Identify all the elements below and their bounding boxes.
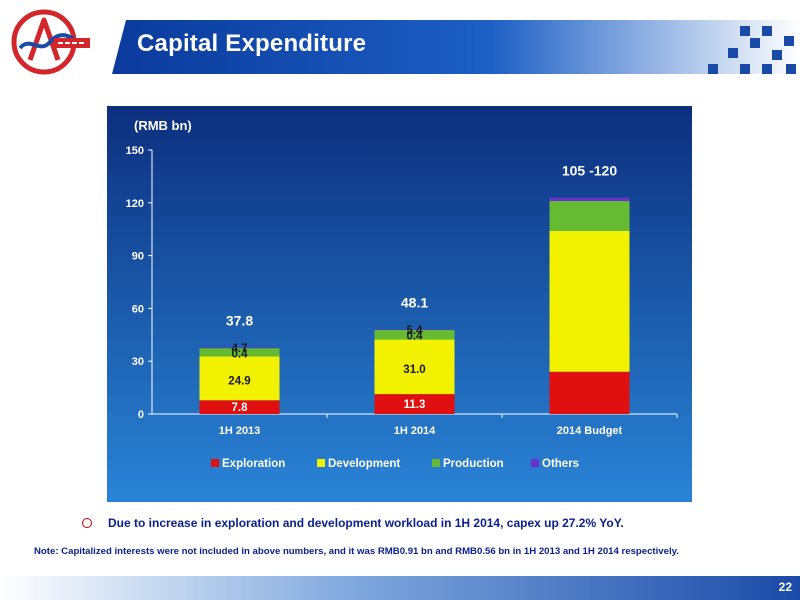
title-banner — [112, 20, 800, 74]
bar-segment-exploration — [549, 371, 630, 414]
legend-swatch-production — [432, 459, 440, 467]
legend-label-production: Production — [443, 458, 504, 470]
data-label-exploration: 7.8 — [232, 402, 249, 414]
bar-segment-production — [549, 201, 630, 231]
cnooc-logo-icon — [11, 9, 90, 75]
legend-label-exploration: Exploration — [222, 458, 285, 470]
footnote: Note: Capitalized interests were not inc… — [34, 546, 679, 557]
bar-segment-production — [199, 348, 280, 357]
x-tick-label: 1H 2013 — [219, 425, 261, 437]
y-tick-label: 30 — [132, 356, 144, 368]
y-tick-label: 90 — [132, 251, 144, 263]
key-point-text: Due to increase in exploration and devel… — [108, 516, 624, 530]
data-label-development: 24.9 — [228, 375, 250, 387]
chart-panel: (RMB bn) 0 30 60 90 120 150 1H 2013 1H 2014 2014… — [107, 106, 692, 502]
decorative-squares — [708, 26, 796, 74]
bar-segment-production — [374, 330, 455, 340]
legend-label-development: Development — [328, 458, 400, 470]
x-tick-label: 1H 2014 — [394, 425, 436, 437]
data-label-others: 0.4 — [232, 348, 249, 360]
total-label: 48.1 — [401, 294, 428, 310]
bar-segment-development — [374, 339, 455, 395]
circle-bullet-icon — [82, 518, 92, 528]
legend-swatch-development — [317, 459, 325, 467]
bar-segment-exploration — [199, 400, 280, 414]
bar-segment-development — [199, 356, 280, 401]
data-label-others: 0.4 — [407, 330, 424, 342]
data-label-exploration: 11.3 — [404, 399, 426, 411]
y-axis-unit-label: (RMB bn) — [134, 118, 192, 133]
bar-segment-others — [199, 347, 280, 349]
key-point: Due to increase in exploration and devel… — [82, 516, 792, 536]
y-tick-label: 0 — [138, 409, 144, 421]
data-label-production: 4.7 — [232, 343, 248, 355]
bar-segment-development — [549, 230, 630, 372]
legend-swatch-exploration — [211, 459, 219, 467]
legend-swatch-others — [531, 459, 539, 467]
y-tick-label: 150 — [126, 145, 144, 157]
y-tick-label: 120 — [126, 198, 144, 210]
y-tick-label: 60 — [132, 303, 144, 315]
bar-segment-others — [549, 197, 630, 202]
slide-header: Capital Expenditure — [0, 0, 800, 92]
total-label: 105 -120 — [562, 163, 617, 179]
total-label: 37.8 — [226, 312, 253, 328]
footer-bar — [0, 576, 800, 600]
page-title: Capital Expenditure — [137, 30, 367, 57]
bar-segment-others — [374, 329, 455, 331]
page-number: 22 — [778, 580, 792, 594]
capex-chart: (RMB bn) 0 30 60 90 120 150 1H 2013 1H 2014 2014… — [107, 106, 692, 502]
data-label-development: 31.0 — [403, 364, 425, 376]
x-tick-label: 2014 Budget — [557, 425, 623, 437]
bar-segment-exploration — [374, 394, 455, 414]
legend-label-others: Others — [542, 458, 579, 470]
data-label-production: 5.4 — [407, 325, 424, 337]
